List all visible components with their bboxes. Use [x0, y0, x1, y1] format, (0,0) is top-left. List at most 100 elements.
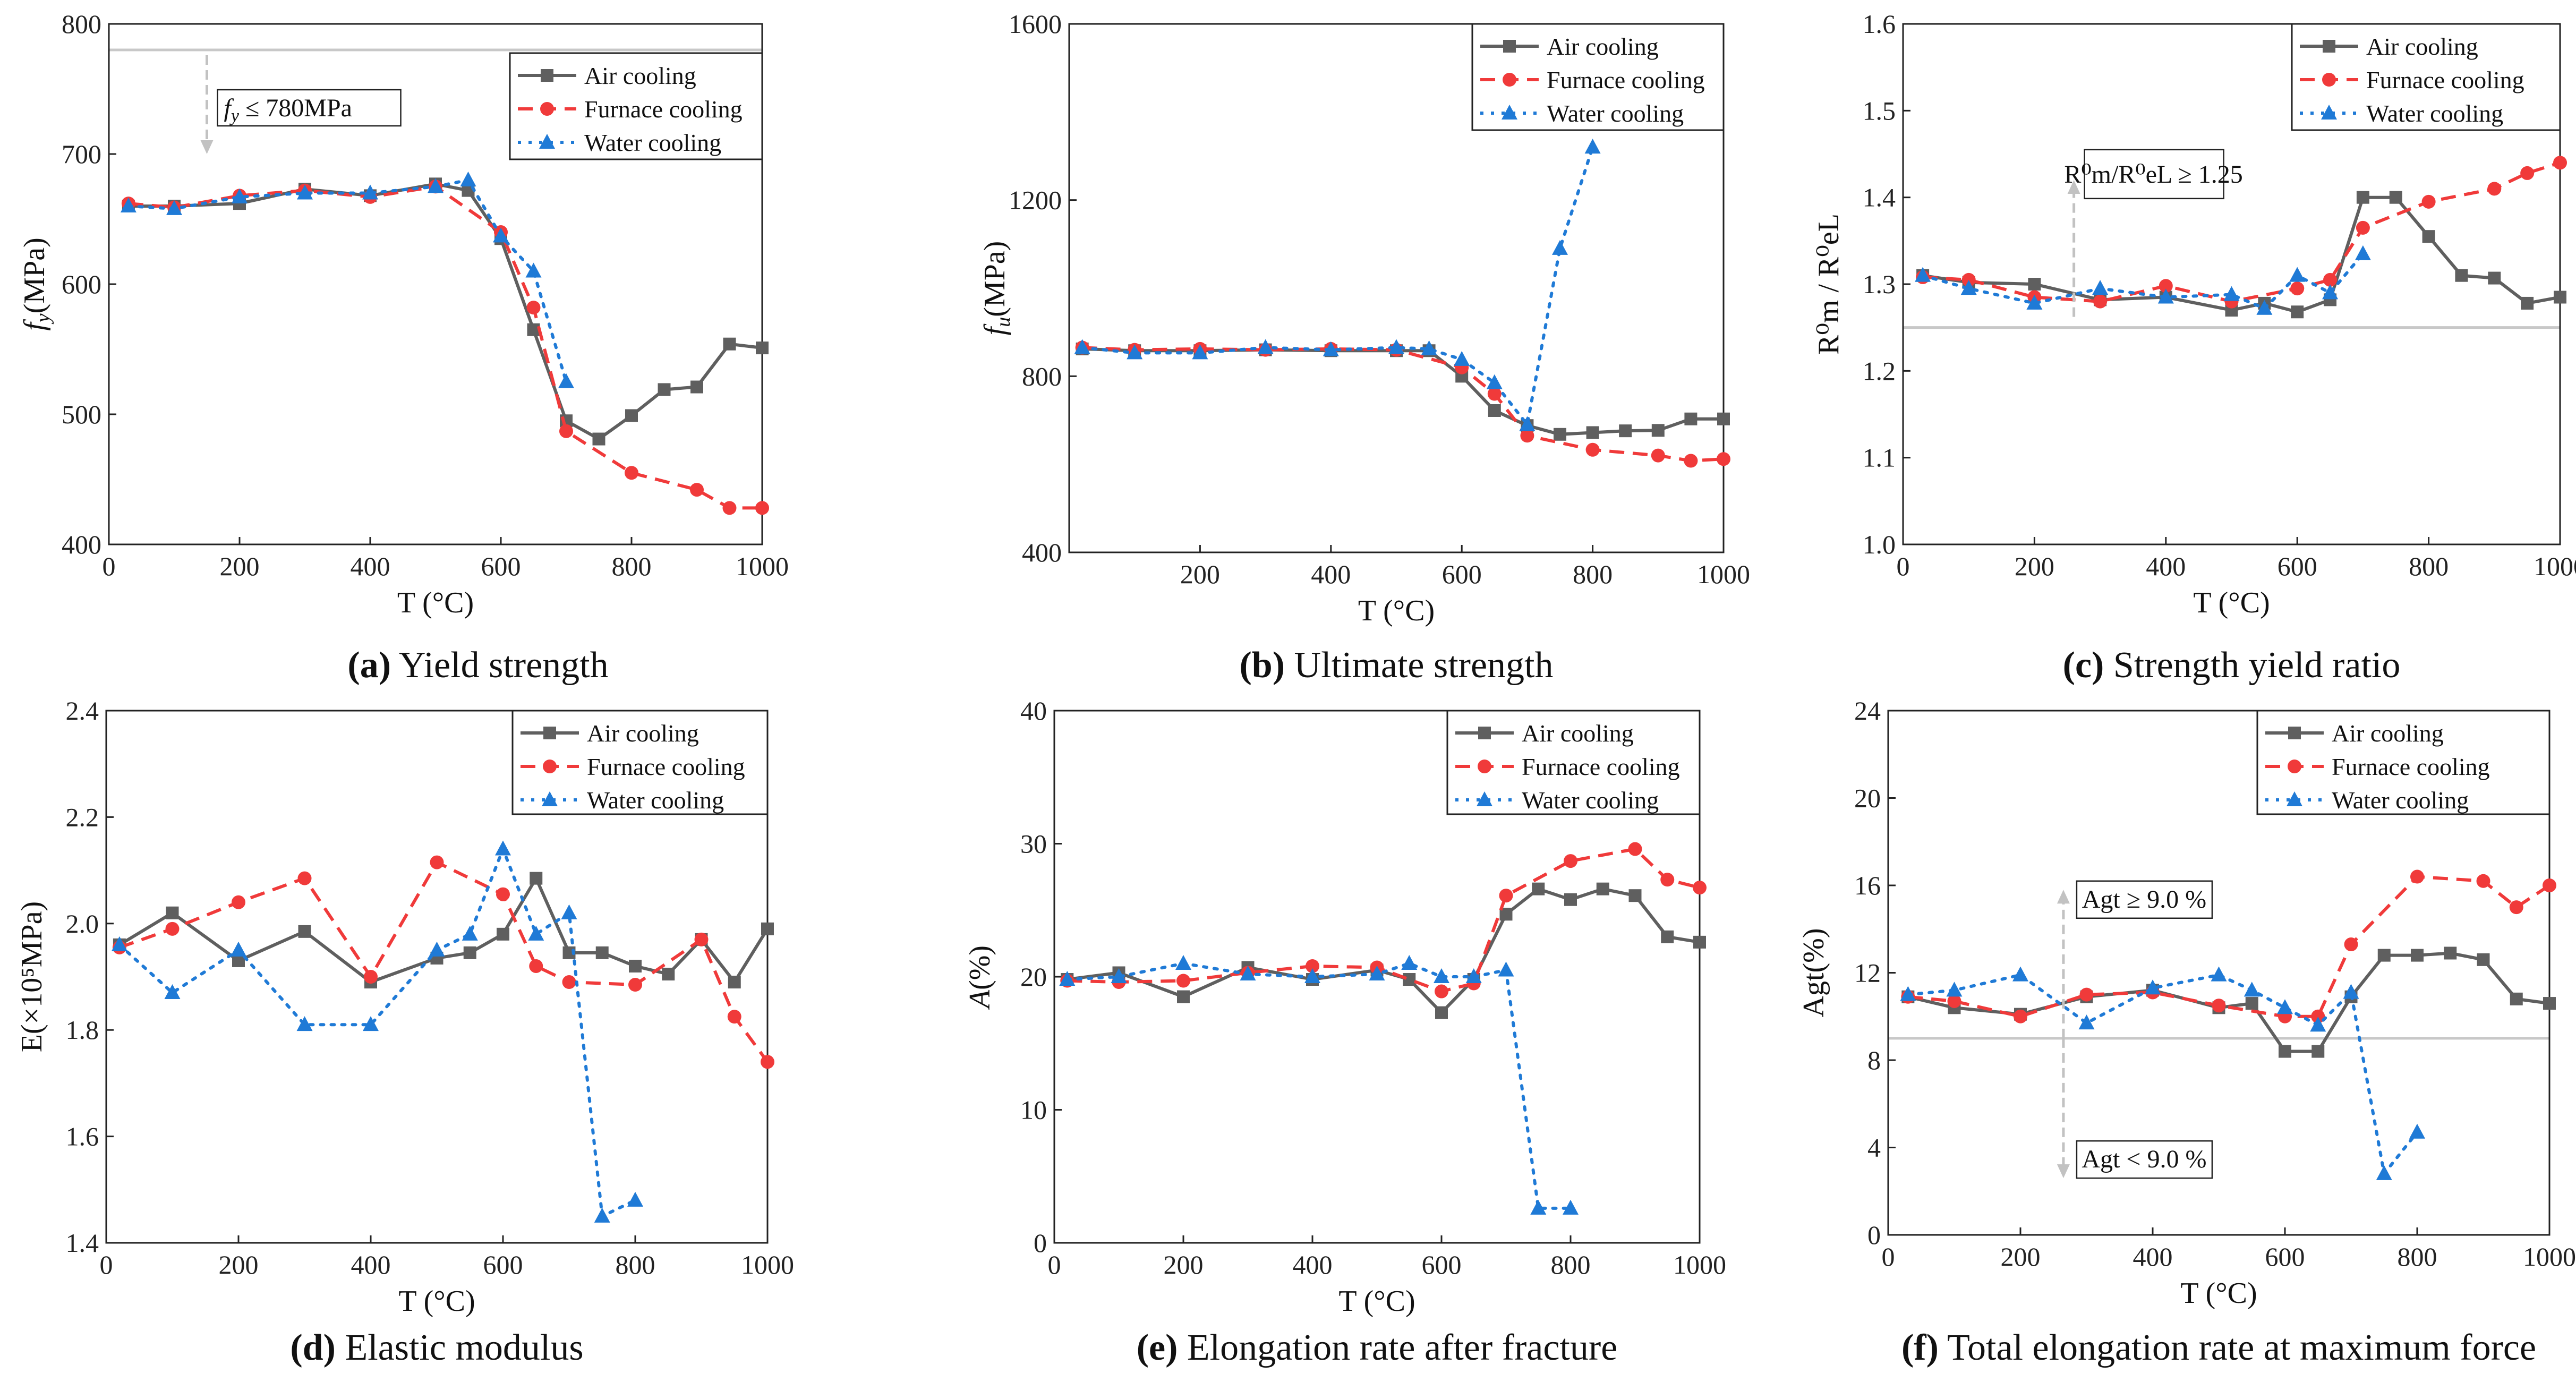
data-point-circle — [1628, 842, 1642, 856]
legend: Air cooling Furnace cooling Water cooling — [1446, 710, 1701, 815]
data-point-square — [2422, 230, 2435, 243]
series-furnace-cooling — [1060, 842, 1707, 999]
data-point-square — [761, 922, 774, 935]
series-line — [1082, 346, 1724, 463]
x-tick-label: 400 — [1293, 1250, 1333, 1279]
x-tick-label: 200 — [220, 551, 260, 581]
x-tick-label: 200 — [219, 1250, 259, 1279]
data-point-square — [1554, 428, 1566, 441]
x-tick-label: 800 — [616, 1250, 655, 1279]
data-point-triangle — [462, 925, 478, 941]
panel-caption: (d) Elastic modulus — [290, 1327, 583, 1368]
y-tick-label: 30 — [1020, 829, 1047, 859]
series-air-cooling — [1901, 946, 2556, 1058]
data-point-circle — [165, 922, 180, 936]
data-point-triangle — [1498, 961, 1514, 977]
legend-marker-circle — [540, 102, 554, 116]
caption-letter: (b) — [1239, 645, 1285, 686]
data-point-square — [1596, 882, 1609, 895]
series-water-cooling — [1059, 954, 1579, 1215]
y-axis-label-sub: y — [32, 313, 54, 325]
caption-letter: (c) — [2063, 645, 2104, 686]
data-point-circle — [722, 501, 737, 515]
x-tick-label: 400 — [2146, 551, 2186, 581]
data-point-triangle — [495, 840, 511, 856]
data-point-square — [463, 946, 476, 959]
legend-marker-circle — [1478, 760, 1491, 773]
data-point-triangle — [1127, 344, 1143, 360]
data-point-circle — [2079, 987, 2094, 1002]
series-water-cooling — [1074, 139, 1601, 431]
x-tick-label: 1000 — [1697, 559, 1750, 589]
x-tick-label: 800 — [1551, 1250, 1591, 1279]
legend: Air cooling Furnace cooling Water cooling — [511, 710, 769, 815]
y-axis-label: A(%) — [963, 945, 996, 1010]
data-point-square — [1661, 930, 1674, 943]
data-point-square — [298, 925, 311, 938]
data-point-triangle — [429, 941, 445, 957]
panel-caption: (f) Total elongation rate at maximum for… — [1901, 1327, 2536, 1368]
y-tick-label: 1.0 — [1863, 530, 1896, 559]
data-point-square — [2510, 992, 2523, 1005]
panel-b: 200 400 600 800 1000 400 800 1200 1600 T (°C) fu(M… — [978, 9, 1750, 686]
x-tick-label: 600 — [481, 551, 521, 581]
x-tick-label: 600 — [483, 1250, 523, 1279]
data-point-square — [1693, 935, 1706, 949]
data-point-triangle — [1074, 339, 1090, 354]
data-point-circle — [628, 978, 642, 992]
data-point-triangle — [2409, 1123, 2425, 1139]
data-point-triangle — [493, 227, 509, 243]
y-tick-label: 0 — [1034, 1228, 1047, 1258]
legend-marker-circle — [2322, 73, 2336, 87]
data-point-triangle — [2256, 300, 2273, 315]
legend-marker-square — [1478, 727, 1491, 739]
legend-box — [2291, 23, 2561, 131]
x-axis-label: T (°C) — [397, 586, 474, 619]
data-point-circle — [755, 501, 769, 515]
caption-letter: (f) — [1901, 1327, 1939, 1368]
series-air-cooling — [122, 177, 769, 446]
data-point-triangle — [2289, 267, 2306, 282]
legend: Air cooling Furnace cooling Water cooling — [509, 52, 763, 160]
legend-marker-square — [2288, 727, 2301, 739]
data-point-triangle — [627, 1191, 643, 1207]
series-water-cooling — [1915, 245, 2371, 315]
data-point-triangle — [1960, 280, 1977, 295]
y-tick-label: 12 — [1854, 958, 1881, 988]
legend-marker-triangle — [2321, 105, 2337, 120]
data-point-circle — [1947, 994, 1961, 1008]
data-point-square — [1684, 412, 1698, 425]
y-tick-label: 1.1 — [1863, 443, 1896, 473]
y-axis-label: E(×10⁵MPa) — [15, 901, 48, 1052]
upper-label-box — [2076, 880, 2213, 919]
data-point-triangle — [2376, 1165, 2392, 1180]
legend-marker-triangle — [542, 791, 558, 806]
series-line — [128, 182, 763, 441]
data-point-circle — [2159, 279, 2173, 293]
data-point-triangle — [2026, 294, 2043, 310]
y-axis-label-base: A — [963, 989, 996, 1010]
data-point-triangle — [363, 1016, 379, 1031]
series-furnace-cooling — [1901, 869, 2556, 1023]
data-point-triangle — [2343, 984, 2359, 999]
data-point-triangle — [1323, 341, 1339, 356]
data-point-circle — [1306, 959, 1319, 973]
data-point-triangle — [1563, 1199, 1579, 1215]
data-point-triangle — [428, 178, 443, 193]
y-tick-label: 2.4 — [66, 696, 99, 726]
y-tick-label: 400 — [1022, 538, 1062, 567]
series-line — [1065, 961, 1572, 1210]
data-point-triangle — [2244, 982, 2260, 997]
x-tick-label: 600 — [2278, 551, 2317, 581]
data-point-circle — [2290, 281, 2305, 296]
legend-marker-triangle — [2287, 791, 2302, 806]
data-point-triangle — [1915, 267, 1931, 282]
data-point-square — [1435, 1006, 1448, 1019]
arrow-head — [200, 140, 214, 154]
x-tick-label: 400 — [1311, 559, 1351, 589]
y-tick-label: 2.0 — [66, 909, 99, 939]
x-tick-label: 800 — [1573, 559, 1613, 589]
data-point-circle — [297, 871, 312, 885]
data-point-triangle — [2355, 245, 2371, 260]
reference-label-box — [217, 89, 402, 127]
